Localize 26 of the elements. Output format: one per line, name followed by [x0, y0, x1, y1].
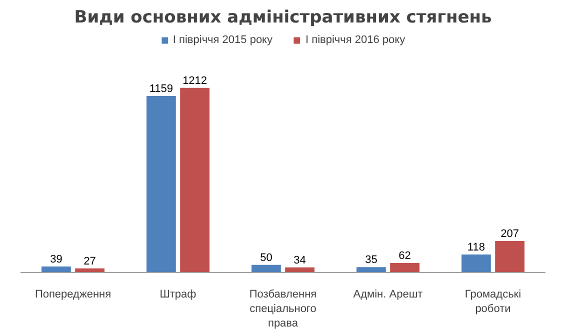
- data-label: 50: [260, 252, 272, 264]
- legend-label: І півріччя 2015 року: [172, 34, 272, 46]
- data-label: 39: [50, 254, 62, 266]
- x-tick-label: Громадські роботи: [464, 288, 522, 315]
- data-label: 207: [500, 228, 519, 240]
- bar: [462, 254, 491, 272]
- bar: [390, 263, 420, 272]
- data-label: 27: [84, 255, 96, 268]
- data-label: 1212: [182, 74, 208, 87]
- bar: [356, 267, 386, 272]
- bar: [252, 264, 281, 272]
- legend-label: І півріччя 2016 року: [306, 34, 406, 46]
- x-tick-label: Штраф: [160, 288, 196, 300]
- data-label: 35: [365, 254, 378, 266]
- bar: [42, 266, 71, 272]
- bar: [495, 240, 524, 272]
- bar: [146, 96, 176, 272]
- chart-title: Види основних адміністративних стягнень: [74, 8, 492, 28]
- x-tick-label: Попередження: [34, 288, 112, 300]
- x-tick-label: Адмін. Арешт: [353, 288, 423, 300]
- x-tick-label: Позбавлення спеціального права: [249, 288, 317, 330]
- data-label: 1159: [149, 82, 174, 95]
- data-label: 118: [467, 242, 485, 254]
- bar: [180, 88, 210, 272]
- data-label: 62: [398, 250, 411, 262]
- data-label: 34: [294, 254, 306, 266]
